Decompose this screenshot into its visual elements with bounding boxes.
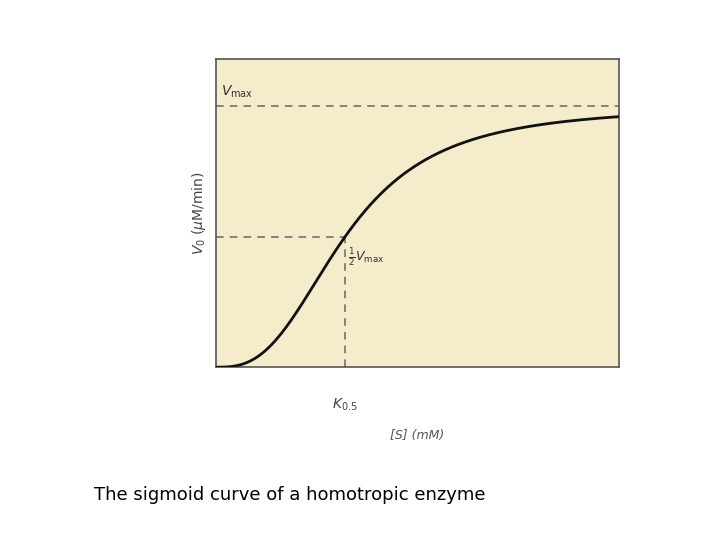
Text: $K_{0.5}$: $K_{0.5}$ — [332, 397, 358, 413]
Text: $\frac{1}{2}V_{\mathrm{max}}$: $\frac{1}{2}V_{\mathrm{max}}$ — [348, 246, 384, 268]
Y-axis label: $V_0\ (\mu\mathrm{M/min})$: $V_0\ (\mu\mathrm{M/min})$ — [189, 171, 207, 255]
Text: [S] (mM): [S] (mM) — [390, 429, 445, 442]
Text: $V_{\mathrm{max}}$: $V_{\mathrm{max}}$ — [221, 84, 253, 100]
Text: The sigmoid curve of a homotropic enzyme: The sigmoid curve of a homotropic enzyme — [94, 486, 485, 504]
